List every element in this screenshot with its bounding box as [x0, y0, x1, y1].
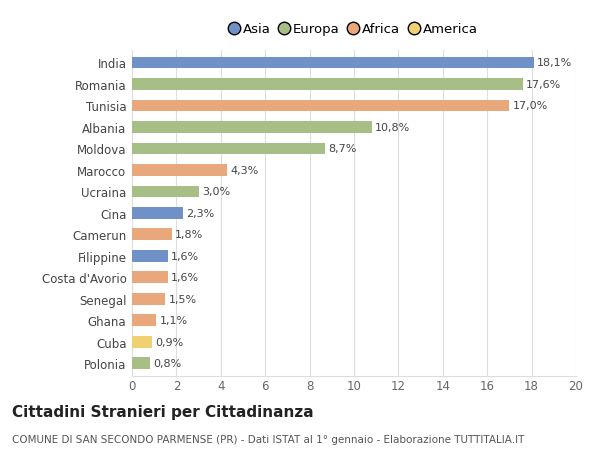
Text: 17,0%: 17,0% [513, 101, 548, 111]
Text: 17,6%: 17,6% [526, 80, 562, 90]
Bar [132, 143, 325, 155]
Text: 8,7%: 8,7% [328, 144, 357, 154]
Text: COMUNE DI SAN SECONDO PARMENSE (PR) - Dati ISTAT al 1° gennaio - Elaborazione TU: COMUNE DI SAN SECONDO PARMENSE (PR) - Da… [12, 434, 524, 444]
Text: 1,6%: 1,6% [171, 252, 199, 261]
Text: 10,8%: 10,8% [375, 123, 410, 133]
Bar [132, 336, 152, 348]
Bar [132, 207, 183, 219]
Bar [132, 229, 172, 241]
Text: 18,1%: 18,1% [537, 58, 572, 68]
Bar [132, 251, 167, 262]
Bar [132, 57, 534, 69]
Bar [132, 293, 166, 305]
Bar [132, 272, 167, 284]
Bar [132, 315, 157, 326]
Bar [132, 165, 227, 176]
Bar [132, 358, 150, 369]
Text: Cittadini Stranieri per Cittadinanza: Cittadini Stranieri per Cittadinanza [12, 404, 314, 419]
Bar [132, 101, 509, 112]
Text: 3,0%: 3,0% [202, 187, 230, 197]
Bar [132, 79, 523, 91]
Text: 1,6%: 1,6% [171, 273, 199, 283]
Text: 0,8%: 0,8% [153, 358, 181, 369]
Text: 1,8%: 1,8% [175, 230, 203, 240]
Bar [132, 122, 372, 134]
Text: 2,3%: 2,3% [187, 208, 215, 218]
Text: 1,5%: 1,5% [169, 294, 197, 304]
Legend: Asia, Europa, Africa, America: Asia, Europa, Africa, America [225, 18, 483, 41]
Text: 1,1%: 1,1% [160, 316, 188, 325]
Text: 0,9%: 0,9% [155, 337, 184, 347]
Text: 4,3%: 4,3% [231, 166, 259, 175]
Bar [132, 186, 199, 198]
